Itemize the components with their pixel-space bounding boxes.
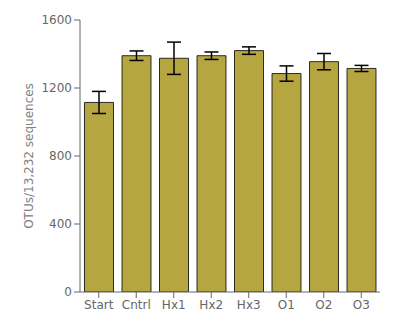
- svg-text:0: 0: [64, 285, 72, 299]
- svg-text:Cntrl: Cntrl: [122, 298, 151, 312]
- svg-text:O1: O1: [278, 298, 295, 312]
- svg-text:Start: Start: [84, 298, 114, 312]
- svg-text:Hx3: Hx3: [237, 298, 261, 312]
- svg-text:Hx1: Hx1: [162, 298, 186, 312]
- svg-text:Hx2: Hx2: [199, 298, 223, 312]
- svg-text:800: 800: [49, 149, 72, 163]
- svg-text:OTUs/13,232 sequences: OTUs/13,232 sequences: [22, 83, 36, 229]
- svg-text:400: 400: [49, 217, 72, 231]
- svg-text:O3: O3: [353, 298, 370, 312]
- svg-text:1600: 1600: [41, 13, 72, 27]
- svg-text:O2: O2: [315, 298, 332, 312]
- svg-text:1200: 1200: [41, 81, 72, 95]
